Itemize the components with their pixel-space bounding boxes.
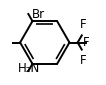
Text: F: F (80, 54, 86, 67)
Text: Br: Br (32, 8, 45, 21)
Text: H₂N: H₂N (18, 62, 40, 75)
Text: F: F (83, 36, 90, 49)
Text: F: F (80, 18, 86, 31)
